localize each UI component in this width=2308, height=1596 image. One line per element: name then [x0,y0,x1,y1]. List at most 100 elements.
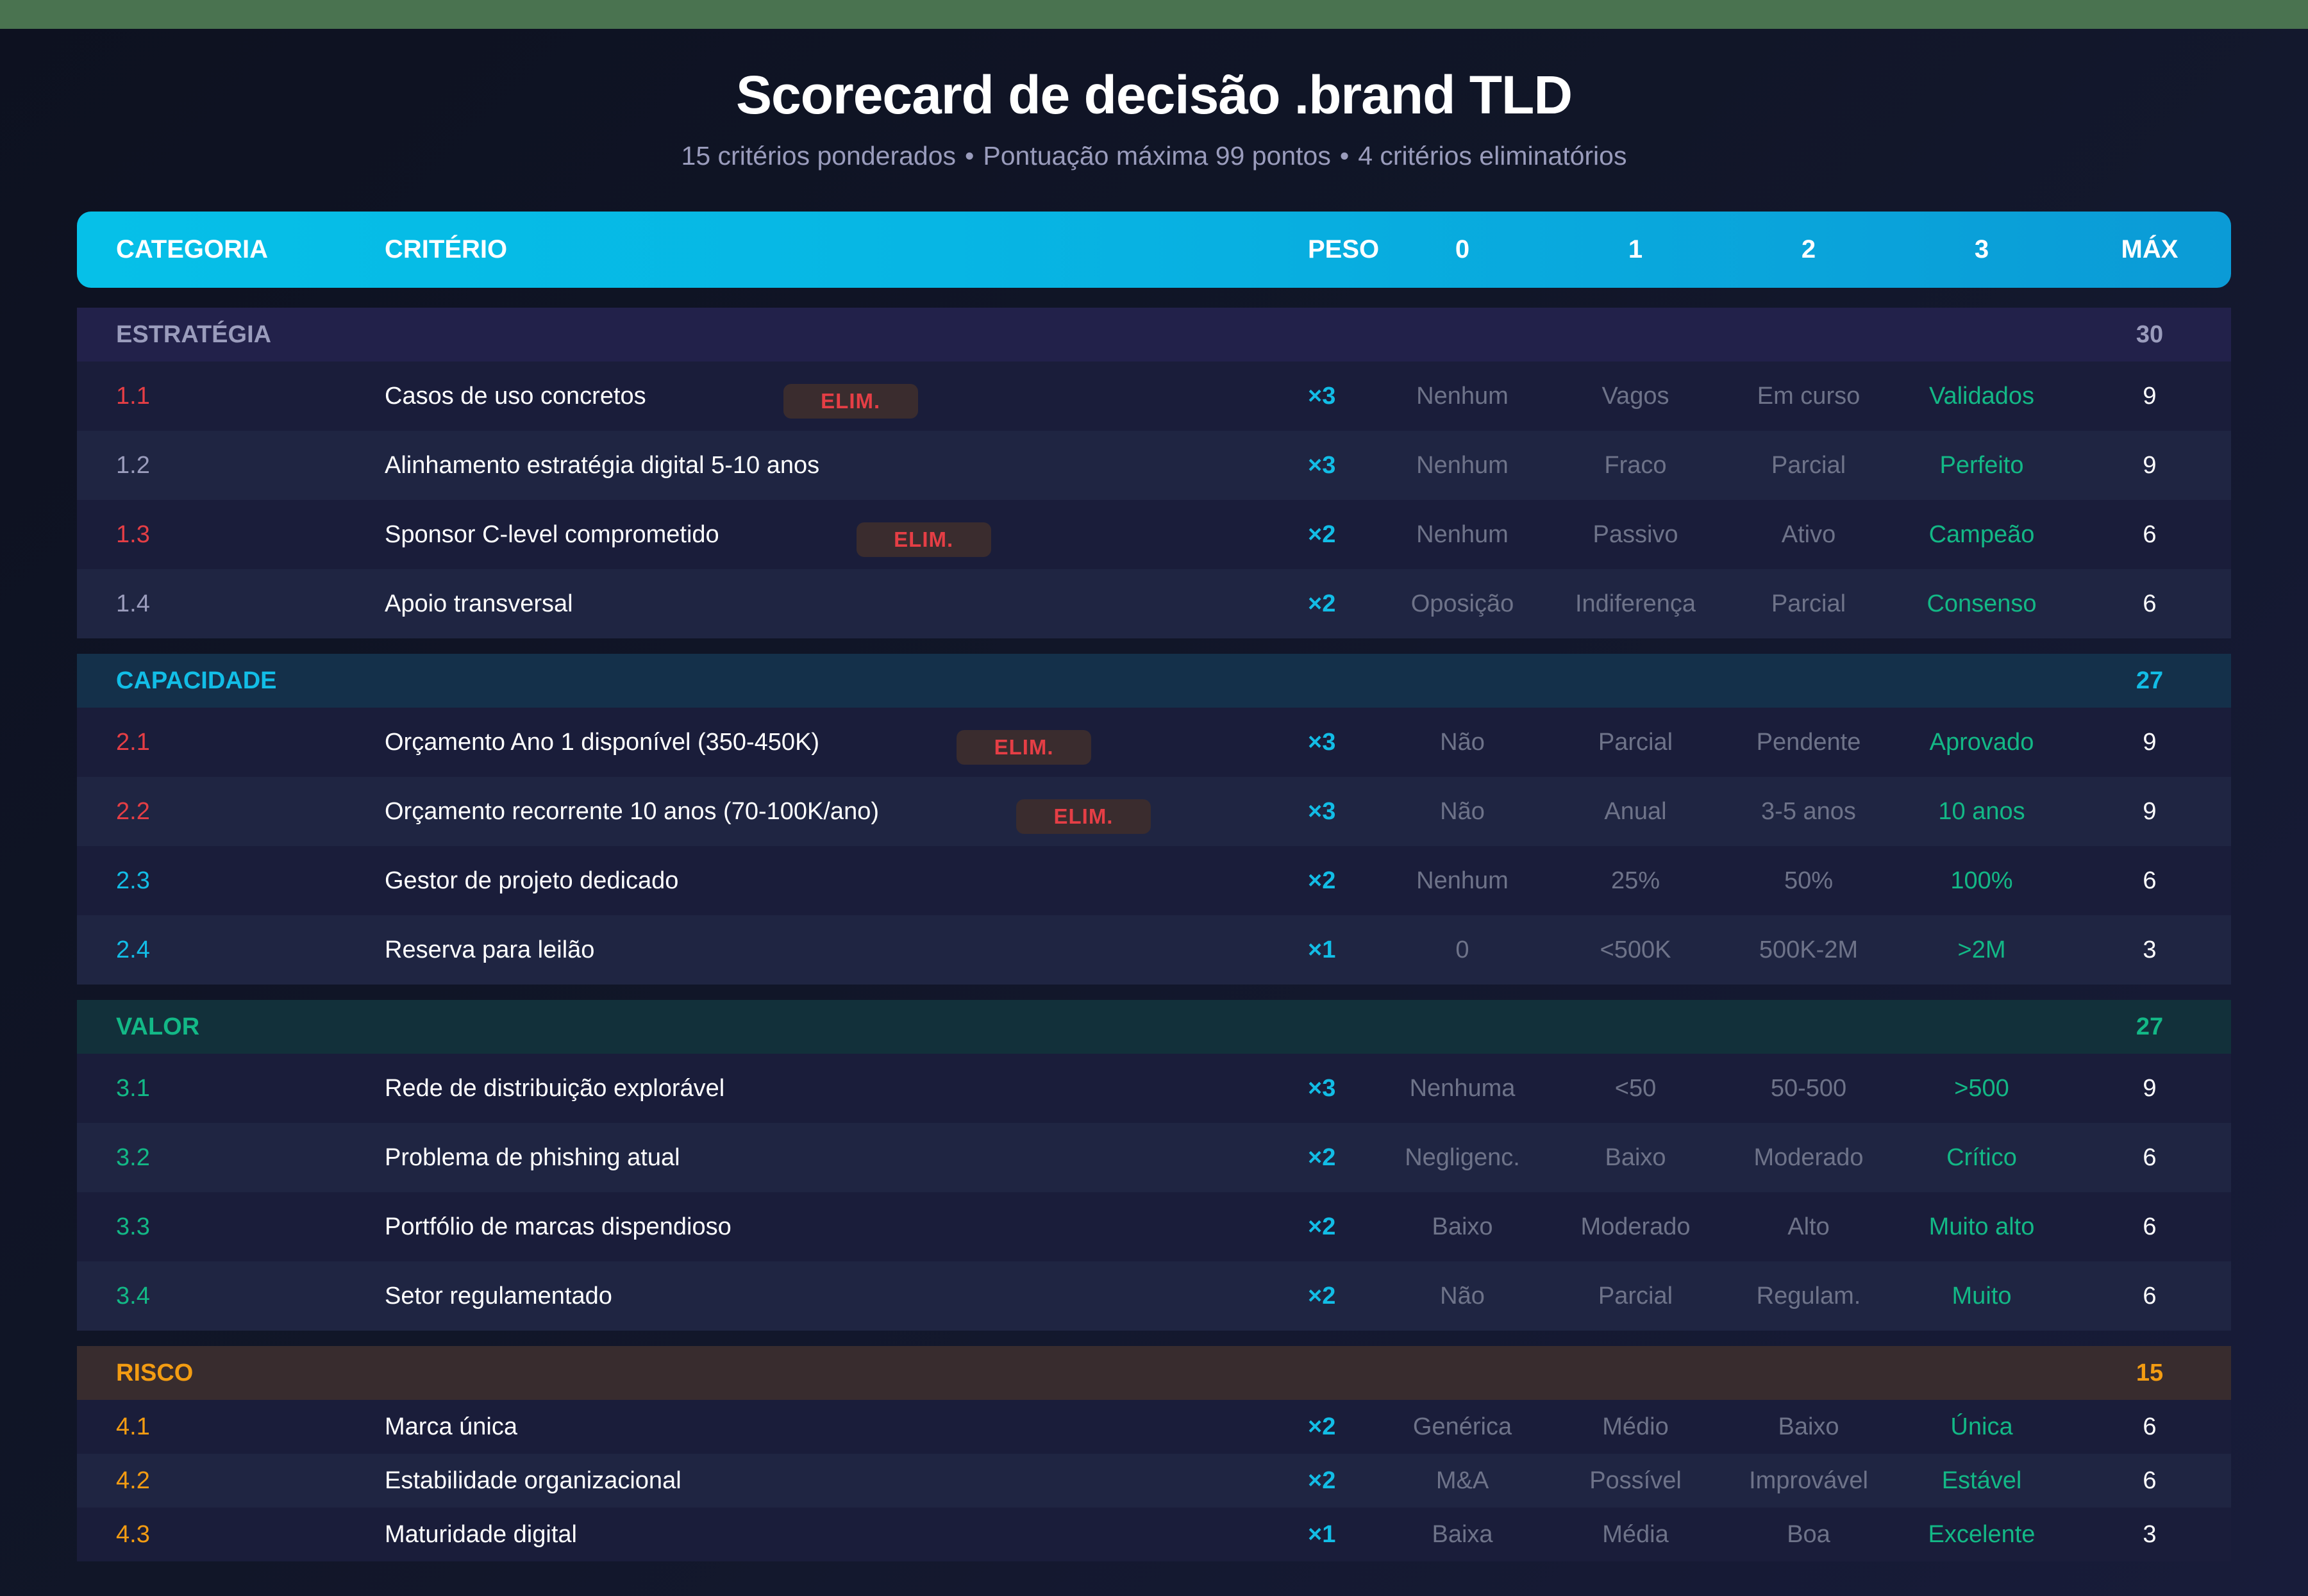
eliminatory-badge: ELIM. [856,522,991,557]
weight-value: ×3 [1308,797,1336,825]
score-2-option: Baixo [1778,1413,1839,1440]
criterion-cell: Setor regulamentado [385,1261,612,1331]
criterion-label: Sponsor C-level comprometido [385,520,719,548]
criterion-label: Orçamento recorrente 10 anos (70-100K/an… [385,797,879,825]
table-row: 2.2 Orçamento recorrente 10 anos (70-100K… [77,777,2231,846]
score-1-option: Indiferença [1575,590,1696,617]
criterion-label: Gestor de projeto dedicado [385,867,679,894]
score-0-option: Genérica [1412,1413,1512,1440]
column-header-max: MÁX [2121,235,2178,263]
criterion-label: Alinhamento estratégia digital 5-10 anos [385,451,820,479]
column-header-score-0: 0 [1455,235,1470,263]
criterion-cell: Portfólio de marcas dispendioso [385,1192,732,1261]
max-points: 6 [2143,520,2157,548]
criterion-cell: Reserva para leilão [385,915,594,985]
category-rows: 4.1 Marca única ×2 Genérica Médio Baixo Única 6… [77,1400,2231,1561]
weight-value: ×2 [1308,867,1336,894]
criterion-label: Setor regulamentado [385,1282,612,1309]
max-points: 6 [2143,1413,2157,1440]
score-2-option: Improvável [1749,1467,1868,1494]
weight-value: ×2 [1308,520,1336,548]
weight-value: ×3 [1308,728,1336,756]
column-header-weight: PESO [1308,235,1380,263]
score-1-option: Moderado [1580,1213,1691,1240]
weight-value: ×3 [1308,1074,1336,1102]
table-row: 2.3 Gestor de projeto dedicado ×2 Nenhum 25%… [77,846,2231,915]
subtitle-criteria-count: 15 critérios ponderados [681,141,957,170]
weight-value: ×2 [1308,1213,1336,1240]
table-row: 1.4 Apoio transversal ×2 Oposição Indiferenç… [77,569,2231,638]
max-points: 6 [2143,1143,2157,1171]
max-points: 6 [2143,1282,2157,1309]
criterion-cell: Casos de uso concretos ELIM. [385,362,918,431]
score-3-option: Única [1950,1413,2013,1440]
criterion-id: 2.3 [116,867,150,894]
max-points: 6 [2143,590,2157,617]
score-0-option: Negligenc. [1405,1143,1520,1171]
category-group-estratégia: ESTRATÉGIA 30 1.1 Casos de uso concretos ELI… [77,308,2231,638]
score-1-option: Anual [1604,797,1667,825]
score-0-option: Baixo [1432,1213,1493,1240]
score-3-option: Excelente [1928,1520,2036,1548]
criterion-cell: Sponsor C-level comprometido ELIM. [385,500,991,569]
category-total: 27 [2136,667,2164,694]
table-row: 4.2 Estabilidade organizacional ×2 M&A Possí… [77,1454,2231,1508]
subtitle-eliminatory-count: 4 critérios eliminatórios [1358,141,1627,170]
criterion-cell: Apoio transversal [385,569,573,638]
score-3-option: Estável [1941,1467,2022,1494]
table-row: 1.3 Sponsor C-level comprometido ELIM. ×2 Ne… [77,500,2231,569]
criterion-label: Orçamento Ano 1 disponível (350-450K) [385,728,820,756]
category-name: ESTRATÉGIA [116,321,272,348]
score-3-option: 10 anos [1938,797,2025,825]
table-header: CATEGORIA CRITÉRIO PESO 0 1 2 3 MÁX [77,212,2231,288]
criterion-id: 2.2 [116,797,150,825]
score-2-option: Moderado [1753,1143,1864,1171]
score-3-option: Campeão [1928,520,2035,548]
score-1-option: Fraco [1604,451,1667,479]
score-1-option: Passivo [1593,520,1678,548]
score-2-option: 50-500 [1770,1074,1847,1102]
table-row: 3.4 Setor regulamentado ×2 Não Parcial Regula… [77,1261,2231,1331]
score-0-option: Nenhum [1416,382,1509,410]
table-row: 3.1 Rede de distribuição explorável ×3 Nenh… [77,1054,2231,1123]
score-0-option: Oposição [1410,590,1514,617]
criterion-label: Maturidade digital [385,1520,577,1548]
category-total: 30 [2136,321,2164,348]
table-row: 1.1 Casos de uso concretos ELIM. ×3 Nenhum Va… [77,362,2231,431]
criterion-cell: Estabilidade organizacional [385,1454,682,1508]
score-3-option: >500 [1954,1074,2009,1102]
criterion-id: 2.1 [116,728,150,756]
weight-value: ×3 [1308,382,1336,410]
category-rows: 3.1 Rede de distribuição explorável ×3 Nenh… [77,1054,2231,1331]
score-1-option: Possível [1589,1467,1682,1494]
criterion-id: 1.3 [116,520,150,548]
score-0-option: Não [1440,797,1485,825]
max-points: 9 [2143,1074,2157,1102]
category-header: RISCO 15 [77,1346,2231,1400]
score-3-option: Perfeito [1939,451,2024,479]
criterion-cell: Marca única [385,1400,517,1454]
score-1-option: Parcial [1598,1282,1673,1309]
category-name: CAPACIDADE [116,667,277,694]
score-2-option: Ativo [1781,520,1836,548]
score-2-option: 500K-2M [1759,936,1859,963]
criterion-id: 2.4 [116,936,150,963]
eliminatory-badge: ELIM. [957,730,1092,765]
score-2-option: Parcial [1771,590,1846,617]
score-1-option: Vagos [1601,382,1669,410]
score-2-option: Alto [1787,1213,1830,1240]
criterion-label: Rede de distribuição explorável [385,1074,725,1102]
score-0-option: Nenhum [1416,867,1509,894]
weight-value: ×1 [1308,1520,1336,1548]
category-header: ESTRATÉGIA 30 [77,308,2231,362]
column-header-criterion: CRITÉRIO [385,235,508,263]
score-0-option: Nenhum [1416,520,1509,548]
score-1-option: <500K [1600,936,1671,963]
table-row: 2.1 Orçamento Ano 1 disponível (350-450K)… [77,708,2231,777]
criterion-id: 1.4 [116,590,150,617]
max-points: 3 [2143,936,2157,963]
criterion-cell: Alinhamento estratégia digital 5-10 anos [385,431,819,500]
eliminatory-badge: ELIM. [1016,799,1151,834]
criterion-label: Estabilidade organizacional [385,1467,682,1494]
separator-dot: • [965,141,974,170]
